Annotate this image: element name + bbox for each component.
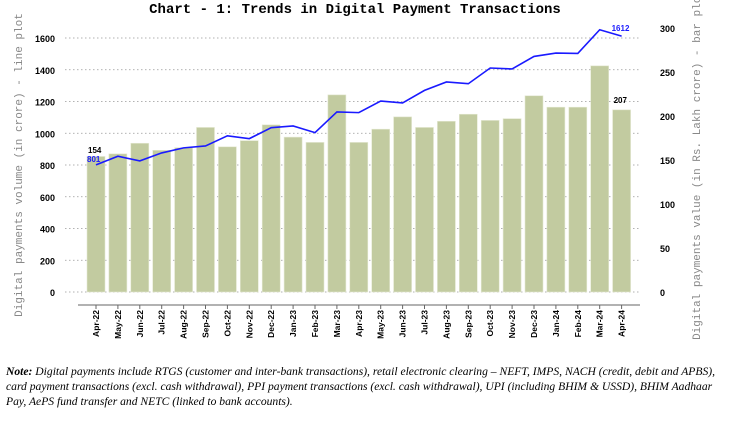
bar <box>152 150 171 293</box>
y-left-tick-label: 0 <box>50 288 55 298</box>
x-tick-label: Sep-23 <box>463 310 473 338</box>
bar <box>349 142 369 293</box>
footnote: Note: Digital payments include RTGS (cus… <box>6 364 731 409</box>
bar <box>218 146 237 293</box>
x-tick-label: Aug-22 <box>179 310 189 339</box>
x-tick-label: Nov-23 <box>507 310 517 339</box>
x-tick-label: Dec-23 <box>529 310 539 338</box>
y-left-tick-label: 1200 <box>35 98 55 108</box>
bar <box>174 147 193 293</box>
bar <box>612 109 631 293</box>
bar <box>502 118 522 293</box>
bar-data-label: 207 <box>614 96 628 105</box>
x-tick-label: Apr-22 <box>91 310 101 337</box>
chart-title: Chart - 1: Trends in Digital Payment Tra… <box>149 2 561 18</box>
x-tick-label: Apr-24 <box>617 310 627 337</box>
x-tick-label: May-23 <box>376 310 386 339</box>
y-right-tick-label: 150 <box>660 156 675 166</box>
y-right-tick-label: 100 <box>660 200 675 210</box>
y-left-tick-label: 1600 <box>35 34 55 44</box>
x-tick-label: Feb-24 <box>573 310 583 338</box>
x-tick-label: Oct-23 <box>485 310 495 337</box>
y-axis-left-label: Digital payments volume (in crore) - lin… <box>14 13 26 317</box>
bar <box>437 120 456 293</box>
bar <box>305 142 325 293</box>
y-left-tick-label: 1000 <box>35 129 55 139</box>
x-tick-label: Jan-23 <box>288 310 298 337</box>
x-tick-label: Aug-23 <box>441 310 451 339</box>
x-tick-label: Dec-22 <box>266 310 276 338</box>
y-left-tick-label: 200 <box>40 256 55 266</box>
line-data-label: 1612 <box>612 24 630 33</box>
note-text: Digital payments include RTGS (customer … <box>6 365 716 408</box>
bar <box>240 140 259 293</box>
bar <box>393 116 412 293</box>
chart: Chart - 1: Trends in Digital Payment Tra… <box>14 0 704 340</box>
bar <box>590 65 610 293</box>
x-tick-label: Apr-23 <box>354 310 364 337</box>
x-tick-label: May-22 <box>113 310 123 339</box>
bar <box>108 153 128 293</box>
x-tick-label: Jul-23 <box>420 310 430 335</box>
bar <box>568 106 588 293</box>
bar <box>86 156 106 293</box>
bar <box>415 127 434 293</box>
bar <box>546 106 566 293</box>
x-tick-label: Jun-23 <box>398 310 408 338</box>
x-tick-label: Nov-22 <box>244 310 254 339</box>
bar <box>196 127 215 293</box>
bar <box>283 136 303 293</box>
bar <box>524 95 544 293</box>
bar-data-label: 154 <box>88 146 102 155</box>
bar <box>480 120 500 293</box>
x-tick-label: Mar-24 <box>595 310 605 338</box>
y-right-tick-label: 50 <box>660 244 670 254</box>
x-tick-label: Mar-23 <box>332 310 342 338</box>
y-left-tick-label: 600 <box>40 193 55 203</box>
y-left-tick-label: 400 <box>40 225 55 235</box>
bar <box>130 142 150 293</box>
bar <box>327 94 347 293</box>
y-left-tick-label: 1400 <box>35 66 55 76</box>
y-right-tick-label: 250 <box>660 68 675 78</box>
y-right-tick-label: 0 <box>660 288 665 298</box>
y-right-tick-label: 300 <box>660 24 675 34</box>
x-tick-label: Jun-22 <box>135 310 145 338</box>
x-tick-label: Oct-22 <box>222 310 232 337</box>
y-axis-right-label: Digital payments value (in Rs. Lakh cror… <box>692 0 704 340</box>
note-label: Note: <box>6 365 33 378</box>
y-right-tick-label: 200 <box>660 112 675 122</box>
x-tick-label: Sep-22 <box>201 310 211 338</box>
x-tick-label: Jan-24 <box>551 310 561 337</box>
y-left-tick-label: 800 <box>40 161 55 171</box>
x-tick-label: Feb-23 <box>310 310 320 338</box>
x-tick-label: Jul-22 <box>157 310 167 335</box>
line-data-label: 801 <box>87 155 101 164</box>
bar <box>458 113 478 293</box>
bar <box>261 124 281 293</box>
bar <box>371 128 391 293</box>
